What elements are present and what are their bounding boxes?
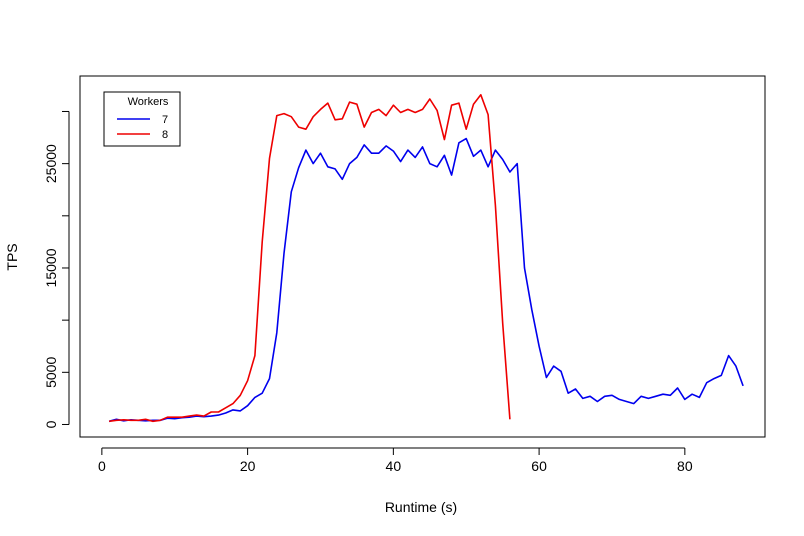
legend-title: Workers <box>128 96 169 108</box>
legend: Workers 7 8 <box>103 91 181 147</box>
legend-label-series-7: 7 <box>162 114 168 126</box>
x-axis-label: Runtime (s) <box>385 499 457 515</box>
x-tick-label-20: 20 <box>240 458 256 474</box>
x-axis: 0 20 40 60 80 <box>98 447 693 474</box>
x-tick-label-60: 60 <box>531 458 547 474</box>
y-axis-label: TPS <box>4 243 20 270</box>
x-tick-label-0: 0 <box>98 458 106 474</box>
y-tick-label-25000: 25000 <box>43 144 59 183</box>
series-layer <box>108 94 744 423</box>
y-tick-label-0: 0 <box>43 420 59 428</box>
x-tick-label-40: 40 <box>386 458 402 474</box>
plot-box <box>79 75 766 438</box>
x-tick-label-80: 80 <box>677 458 693 474</box>
y-axis: 0 5000 15000 25000 <box>43 110 70 428</box>
series-line-7 <box>108 137 744 423</box>
series-line-8 <box>108 94 511 423</box>
y-tick-label-15000: 15000 <box>43 248 59 287</box>
y-tick-label-5000: 5000 <box>43 357 59 388</box>
legend-label-series-8: 8 <box>162 129 168 141</box>
